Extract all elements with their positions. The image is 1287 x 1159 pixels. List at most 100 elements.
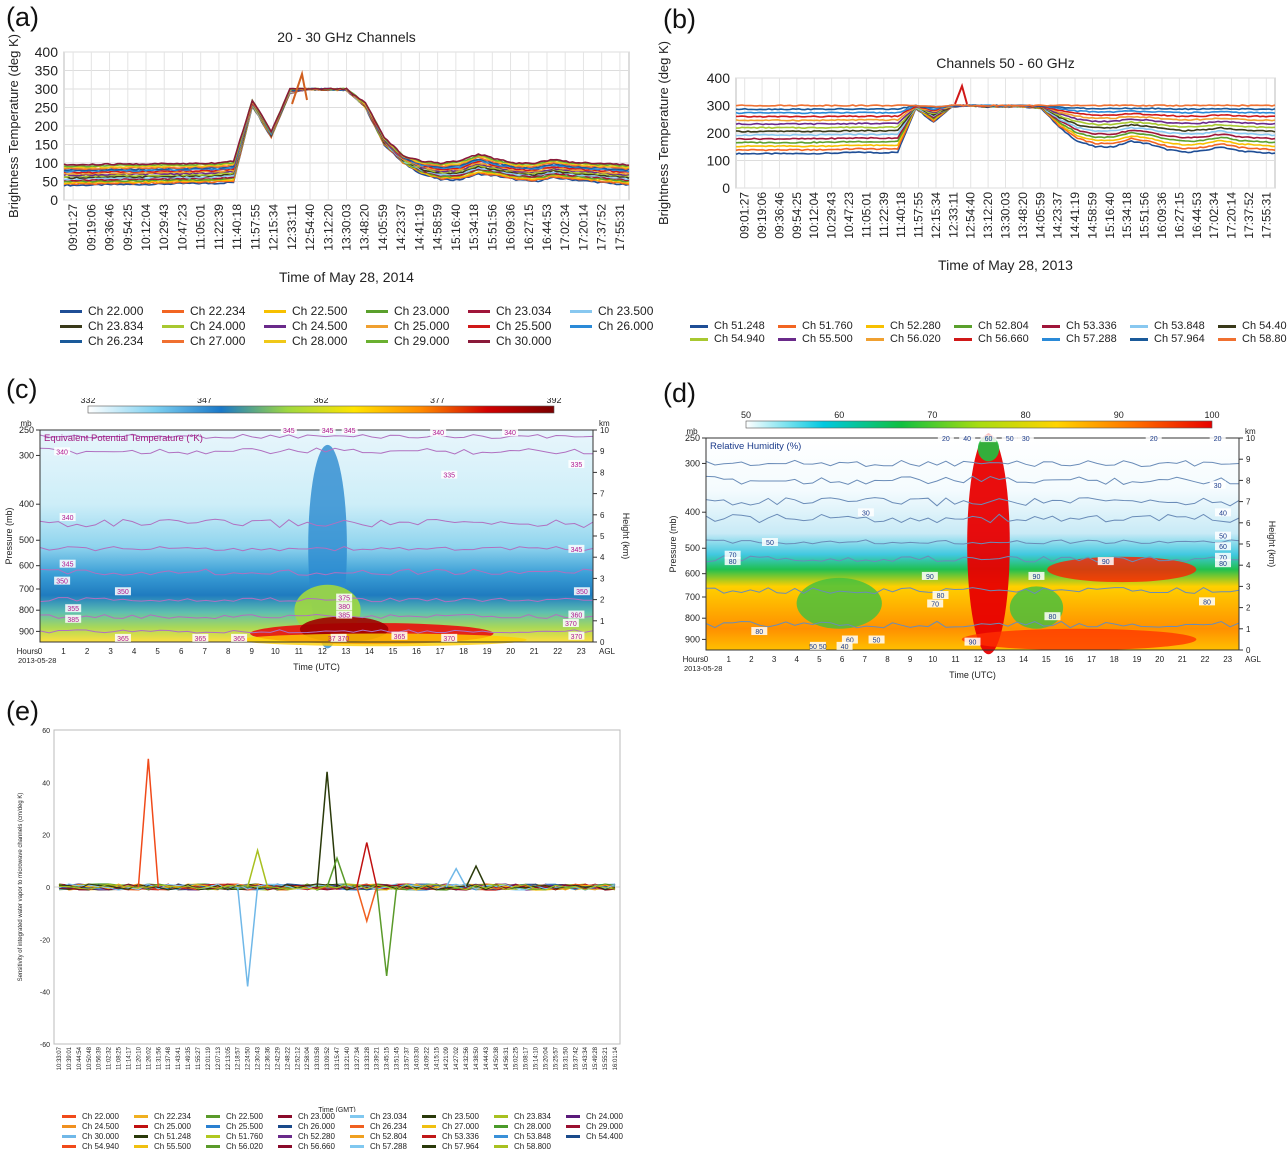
x-tick-label: 12:30:43: [256, 1046, 262, 1070]
contour-label: 365: [117, 636, 129, 643]
legend-label: Ch 30.000: [82, 1132, 119, 1141]
x-tick-label: 12:15:34: [267, 204, 281, 251]
contour-label: 90: [1033, 574, 1041, 581]
legend-item: Ch 51.760: [778, 320, 860, 332]
x-tick-label: 09:36:46: [772, 192, 786, 239]
legend-swatch: [494, 1145, 508, 1148]
height-tick: 1: [1246, 625, 1251, 634]
contour-label-bg: [336, 610, 353, 619]
legend-swatch: [60, 324, 82, 328]
legend-swatch: [62, 1135, 76, 1138]
height-tick: 6: [1246, 519, 1251, 528]
legend-label: Ch 51.760: [226, 1132, 263, 1141]
inner-title: Equivalent Potential Temperature (°K): [44, 433, 203, 444]
legend-a: Ch 22.000 Ch 22.234 Ch 22.500 Ch 23.000 Ch 2…: [60, 304, 666, 348]
contour-label: 80: [729, 559, 737, 566]
contour-label-bg: [1145, 434, 1162, 443]
x-tick-label: 14:50:38: [494, 1046, 500, 1070]
series-line: [63, 87, 630, 167]
hour-tick: 10: [928, 655, 937, 664]
pressure-tick: 800: [685, 613, 700, 623]
x-tick-label: 13:33:28: [365, 1046, 371, 1070]
hour-tick: 17: [1087, 655, 1096, 664]
legend-swatch: [264, 339, 286, 343]
legend-label: Ch 23.034: [496, 304, 552, 318]
legend-label: Ch 52.804: [370, 1132, 407, 1141]
pressure-tick: 400: [19, 499, 34, 509]
legend-label: Ch 57.288: [1066, 333, 1117, 345]
contour-label: 80: [1219, 561, 1227, 568]
contour-label: 40: [1219, 510, 1227, 517]
hour-tick: 2: [749, 655, 754, 664]
contour-label: 30: [1022, 436, 1030, 443]
km-label: km: [1245, 427, 1256, 436]
field-blob: [1047, 556, 1197, 583]
contour-line: [705, 497, 1240, 507]
contour-label-bg: [932, 591, 949, 599]
x-tick-label: 13:27:34: [355, 1046, 361, 1070]
legend-swatch: [278, 1135, 292, 1138]
y-tick-label: 250: [35, 100, 59, 116]
x-tick-label: 14:56:31: [504, 1046, 510, 1070]
x-tick-label: 09:19:06: [755, 192, 769, 239]
colorbar-tick: 347: [197, 398, 212, 405]
x-tick-label: 15:20:04: [544, 1046, 550, 1070]
contour-label: 90: [926, 574, 934, 581]
y2-axis-label: Height (km): [1267, 521, 1277, 568]
y-tick-label: 200: [707, 125, 731, 141]
x-tick-label: 11:20:10: [136, 1046, 142, 1070]
contour-label-bg: [441, 470, 458, 479]
x-tick-label: 13:51:45: [395, 1046, 401, 1070]
y-tick-label: 0: [722, 180, 730, 196]
hour-tick: 13: [996, 655, 1005, 664]
height-tick: 1: [600, 617, 605, 626]
contour-label: 335: [443, 473, 455, 480]
contour-label: 350: [576, 589, 588, 596]
legend-label: Ch 56.020: [890, 333, 941, 345]
x-tick-label: 16:27:15: [522, 204, 536, 251]
contour-label: 20: [942, 436, 950, 443]
contour-label: 50 50: [809, 644, 827, 651]
x-tick-label: 11:57:55: [912, 192, 926, 238]
x-tick-label: 12:54:40: [964, 192, 978, 239]
contour-label-bg: [568, 544, 585, 553]
x-tick-label: 10:44:54: [77, 1046, 83, 1070]
hour-tick: 3: [772, 655, 777, 664]
x-tick-label: 11:26:02: [146, 1046, 152, 1070]
x-tick-label: 14:38:50: [474, 1046, 480, 1070]
pressure-tick: 250: [19, 425, 34, 435]
x-tick-label: 13:45:15: [385, 1046, 391, 1070]
date-label: 2013-05-28: [18, 656, 56, 665]
hour-tick: 20: [1155, 655, 1164, 664]
legend-item: Ch 54.940: [690, 333, 772, 345]
pressure-tick: 600: [685, 569, 700, 579]
y-tick-label: 50: [42, 174, 58, 190]
y-axis-label: Pressure (mb): [4, 507, 14, 564]
y-axis-label: Sensitivity of integrated water vapor to…: [18, 793, 24, 982]
contour-label-bg: [54, 576, 71, 585]
legend-item: Ch 23.500: [422, 1112, 488, 1121]
hour-tick: 9: [250, 647, 255, 656]
height-tick: 4: [600, 553, 605, 562]
legend-item: Ch 25.500: [206, 1122, 272, 1131]
x-tick-label: 17:55:31: [613, 204, 627, 251]
contour-label-bg: [751, 627, 768, 636]
inner-title: Relative Humidity (%): [710, 441, 801, 452]
x-tick-label: 12:18:57: [236, 1046, 242, 1070]
legend-swatch: [570, 324, 592, 328]
legend-item: Ch 23.500: [570, 304, 666, 318]
legend-label: Ch 56.020: [226, 1142, 263, 1151]
hour-tick: 16: [1064, 655, 1073, 664]
x-tick-label: 14:58:59: [431, 204, 445, 251]
colorbar-tick: 377: [430, 398, 445, 405]
hour-tick: 18: [459, 647, 468, 656]
legend-item: Ch 22.000: [62, 1112, 128, 1121]
legend-swatch: [366, 309, 388, 313]
legend-label: Ch 23.500: [598, 304, 654, 318]
legend-item: Ch 52.804: [954, 320, 1036, 332]
hour-tick: 13: [341, 647, 350, 656]
legend-item: Ch 25.500: [468, 319, 564, 333]
legend-label: Ch 54.400: [586, 1132, 623, 1141]
legend-item: Ch 56.020: [206, 1142, 272, 1151]
